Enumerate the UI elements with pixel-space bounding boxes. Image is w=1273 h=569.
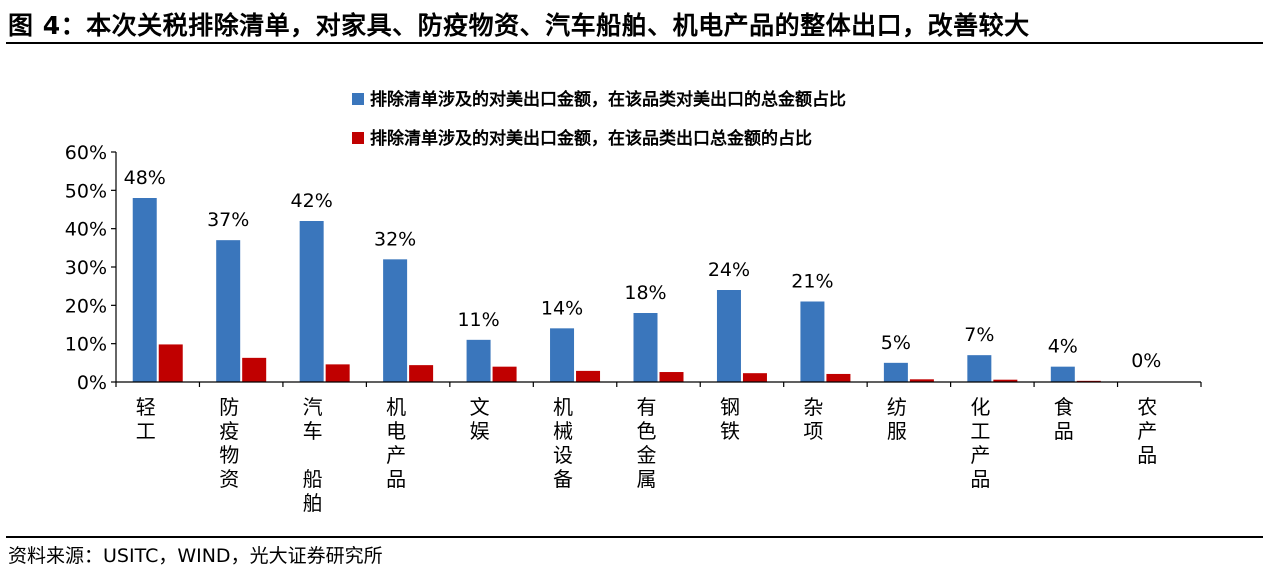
bar-series-1 [216,240,241,382]
x-category-label: 机电产品 [386,395,406,491]
data-label-series-1: 24% [708,259,750,281]
data-label-series-1: 42% [291,190,333,212]
legend-swatch-series-1 [352,93,364,105]
bar-series-1 [466,339,491,382]
data-label-series-1: 18% [624,282,666,304]
bar-series-2 [993,379,1018,382]
bar-series-1 [716,290,741,382]
source-note: 资料来源：USITC，WIND，光大证券研究所 [8,545,383,567]
bar-series-1 [800,301,825,382]
y-tick-label: 10% [65,334,107,356]
legend-label-series-1: 排除清单涉及的对美出口金额，在该品类对美出口的总金额占比 [370,89,846,110]
x-category-label: 化工产品 [970,395,990,491]
bar-series-2 [492,366,517,382]
data-label-series-1: 4% [1048,336,1078,358]
x-category-label: 钢铁 [720,395,740,443]
bar-series-1 [383,259,408,382]
bars: 48% 37% 42% 32% 11% 14% 18% 24% 21% 5% 7% 4% 0% [124,167,1161,382]
legend-swatch-series-2 [352,132,364,144]
data-label-series-1: 7% [964,324,994,346]
y-tick-label: 40% [65,219,107,241]
x-category-label: 汽车 船舶 [303,395,323,515]
bar-series-2 [659,372,684,382]
data-label-series-1: 37% [207,209,249,231]
bar-series-2 [409,365,434,382]
x-category-label: 纺服 [887,395,907,443]
data-label-series-1: 11% [457,309,499,331]
source-divider [6,536,1263,538]
y-tick-label: 30% [65,257,107,279]
legend: 排除清单涉及的对美出口金额，在该品类对美出口的总金额占比 排除清单涉及的对美出口… [352,89,846,149]
x-category-label: 防疫物资 [219,395,239,491]
y-tick-label: 60% [65,142,107,164]
bar-series-2 [158,344,183,382]
x-category-label: 食品 [1054,395,1074,443]
data-label-series-1: 21% [791,271,833,293]
x-category-label: 轻工 [136,395,156,443]
bar-series-1 [967,355,992,382]
x-category-label: 杂项 [803,395,823,443]
bar-series-2 [576,370,601,382]
bar-series-2 [826,373,851,382]
bar-series-1 [1050,366,1075,382]
y-tick-label: 0% [77,372,107,394]
data-label-series-1: 5% [881,332,911,354]
x-category-label: 文娱 [470,395,490,443]
bar-series-1 [299,221,324,382]
y-tick-label: 20% [65,295,107,317]
x-category-label: 农产品 [1137,395,1157,467]
bar-series-2 [909,379,934,382]
page-title: 图 4：本次关税排除清单，对家具、防疫物资、汽车船舶、机电产品的整体出口，改善较… [8,11,1030,40]
bar-series-1 [550,328,575,382]
x-axis: 轻工 防疫物资 汽车 船舶 机电产品 文娱 机械设备 有色金属 钢铁 杂项 纺服 化工产品 食品 农产品 [115,381,1202,515]
legend-label-series-2: 排除清单涉及的对美出口金额，在该品类出口总金额的占比 [370,128,812,149]
x-category-label: 机械设备 [553,395,573,491]
y-axis: 0% 10% 20% 30% 40% 50% 60% [65,142,117,394]
bar-series-1 [883,362,908,382]
bar-series-1 [132,198,157,382]
x-category-label: 有色金属 [637,395,657,491]
bar-series-2 [325,364,350,382]
data-label-series-1: 14% [541,297,583,319]
bar-series-1 [633,313,658,382]
data-label-series-1: 32% [374,228,416,250]
title-divider [6,42,1263,44]
y-tick-label: 50% [65,180,107,202]
bar-series-2 [242,357,267,382]
bar-series-2 [742,373,767,382]
data-label-series-1: 0% [1131,350,1161,372]
data-label-series-1: 48% [124,167,166,189]
